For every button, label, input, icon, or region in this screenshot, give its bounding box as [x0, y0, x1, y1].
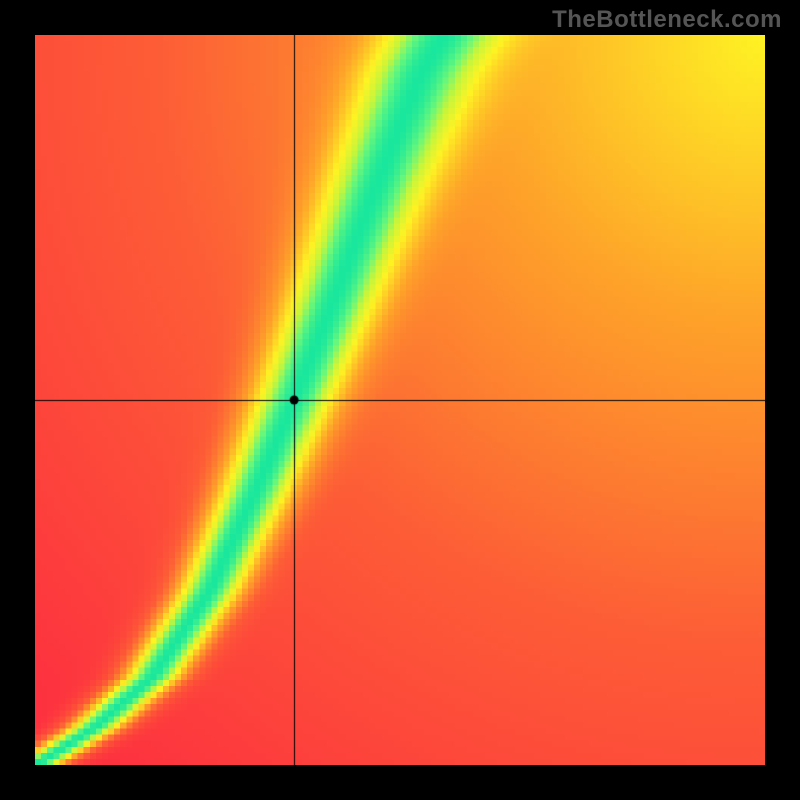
watermark-text: TheBottleneck.com	[552, 6, 782, 34]
chart-container: TheBottleneck.com	[0, 0, 800, 800]
bottleneck-heatmap	[35, 35, 765, 765]
